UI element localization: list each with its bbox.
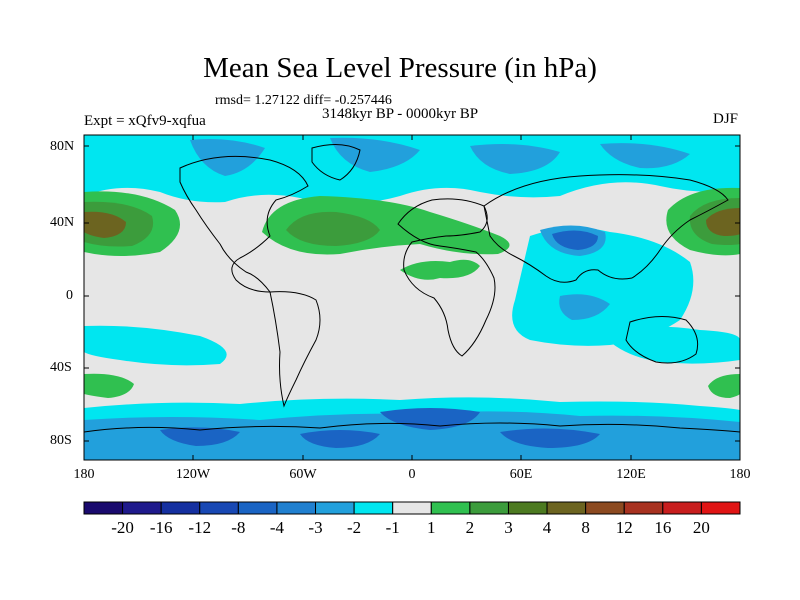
colorbar-label: -8 xyxy=(231,518,246,537)
asia-cyan-region xyxy=(512,227,694,346)
lon-tick-0: 0 xyxy=(408,467,416,482)
europe-africa-coast xyxy=(397,198,496,357)
arctic-light-blue-3 xyxy=(470,144,560,174)
colorbar-swatch xyxy=(469,501,509,515)
lon-tick-60e: 60E xyxy=(509,467,533,482)
colorbar-label: -4 xyxy=(269,518,285,537)
tick-marks xyxy=(84,135,740,460)
colorbar-label: -12 xyxy=(188,518,212,537)
colorbar-label: -20 xyxy=(111,518,134,537)
asia-coast xyxy=(483,174,729,283)
colorbar-swatch xyxy=(160,501,201,515)
south-green-east xyxy=(708,374,740,398)
coastlines xyxy=(84,144,740,433)
colorbar-label: 3 xyxy=(504,518,513,537)
lon-tick-60w: 60W xyxy=(289,467,317,482)
colorbar-swatch xyxy=(237,501,278,515)
experiment-label: Expt = xQfv9-xqfua xyxy=(84,113,206,129)
colorbar-swatch xyxy=(623,501,664,515)
lon-tick-120w: 120W xyxy=(175,467,211,482)
indian-ocean-light-blue xyxy=(559,294,610,320)
south-pacific-cyan-east xyxy=(600,326,740,364)
colorbar-swatch xyxy=(662,501,702,515)
colorbar-label: -3 xyxy=(308,518,323,537)
lat-tick-40s: 40S xyxy=(50,360,72,375)
arctic-light-blue-1 xyxy=(190,139,265,176)
colorbar-label: 4 xyxy=(542,518,552,537)
antarctica-mid-blue-3 xyxy=(500,428,600,448)
season-label: DJF xyxy=(712,111,738,127)
antarctica-coast xyxy=(84,422,740,433)
colorbar-swatch xyxy=(546,501,587,515)
colorbar-label: 12 xyxy=(615,518,633,537)
colorbar-swatch xyxy=(700,501,741,515)
colorbar-swatch xyxy=(353,501,394,515)
lat-tick-40n: 40N xyxy=(50,215,75,230)
colorbar-label: 2 xyxy=(465,518,475,537)
sahara-green xyxy=(400,259,480,280)
map-title: Mean Sea Level Pressure (in hPa) xyxy=(203,52,597,84)
colorbar-label: 1 xyxy=(427,518,436,537)
colorbar-label: -1 xyxy=(385,518,400,537)
colorbar-swatch xyxy=(585,501,625,515)
lon-tick-120e: 120E xyxy=(616,467,646,482)
australia-coast xyxy=(625,316,699,364)
tibet-mid-blue xyxy=(552,230,598,250)
north-pacific-olive-east xyxy=(706,208,740,236)
colorbar-label: 16 xyxy=(654,518,672,537)
lat-tick-0: 0 xyxy=(66,288,73,303)
colorbar-label: -16 xyxy=(149,518,173,537)
lon-tick-180e: 180 xyxy=(729,467,751,482)
colorbar-swatch xyxy=(315,501,355,515)
colorbar-swatch xyxy=(122,501,162,515)
colorbar-swatch xyxy=(83,501,124,515)
southern-ocean-light-blue xyxy=(84,411,740,460)
colorbar-swatch xyxy=(430,501,471,515)
north-atlantic-darkgreen xyxy=(286,211,380,246)
colorbar-label: 8 xyxy=(581,518,590,537)
colorbar-swatch xyxy=(199,501,239,515)
south-green-west xyxy=(84,373,134,398)
north-america-coast xyxy=(179,155,309,293)
stats-label: rmsd= 1.27122 diff= -0.257446 xyxy=(215,93,392,108)
colorbar-label: -2 xyxy=(347,518,362,537)
lon-tick-180w: 180 xyxy=(73,467,95,482)
period-label: 3148kyr BP - 0000kyr BP xyxy=(322,106,479,122)
lat-tick-80n: 80N xyxy=(50,139,75,154)
south-pacific-cyan xyxy=(84,325,227,366)
colorbar-swatch xyxy=(392,501,432,515)
greenland-coast xyxy=(311,144,361,181)
antarctica-mid-blue-2 xyxy=(300,430,380,448)
south-america-coast xyxy=(269,291,321,408)
colorbar-swatch xyxy=(507,501,548,515)
north-pacific-olive-west xyxy=(84,211,126,238)
antarctica-mid-blue-1 xyxy=(160,427,240,446)
lat-tick-80s: 80S xyxy=(50,433,72,448)
colorbar-swatch xyxy=(276,501,317,515)
arctic-light-blue-4 xyxy=(600,143,690,169)
arctic-light-blue-2 xyxy=(330,137,420,172)
colorbar-label: 20 xyxy=(692,518,710,537)
